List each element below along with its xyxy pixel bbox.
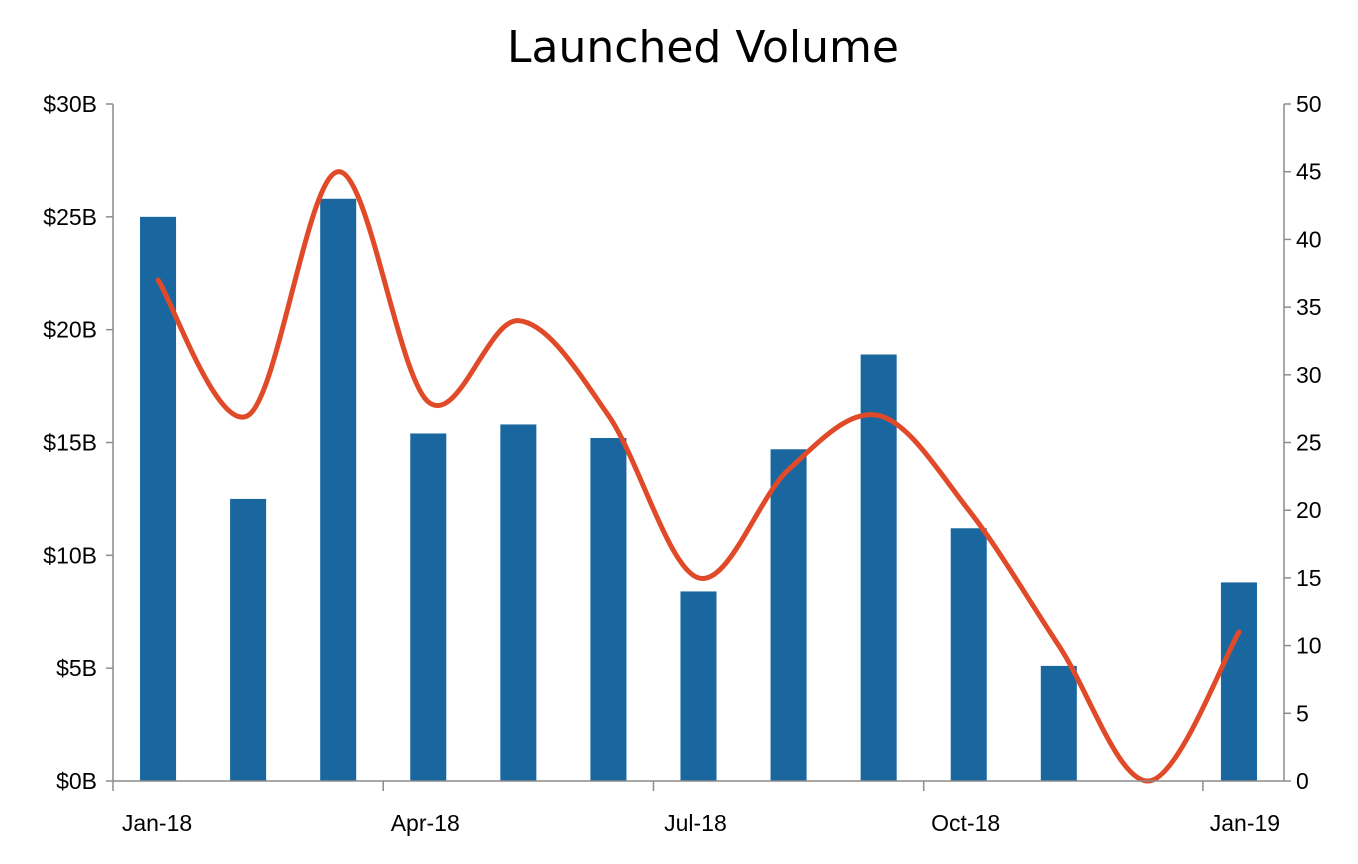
- right-tick-label: 5: [1296, 700, 1309, 726]
- left-tick-label: $5B: [56, 655, 97, 681]
- bar-2018-08: [770, 449, 807, 781]
- bar-2018-06: [590, 437, 627, 781]
- bar-2018-03: [320, 198, 357, 781]
- bar-2018-07: [680, 591, 717, 781]
- x-tick-label: Jul-18: [664, 810, 727, 836]
- left-tick-label: $0B: [56, 768, 97, 794]
- left-tick-label: $30B: [43, 91, 97, 117]
- right-tick-label: 10: [1296, 633, 1322, 659]
- x-tick-label: Jan-19: [1210, 810, 1280, 836]
- left-tick-label: $25B: [43, 204, 97, 230]
- x-axis-ticks: Jan-18 Apr-18 Jul-18 Oct-18 Jan-19: [112, 781, 1280, 836]
- x-tick-label: Jan-18: [122, 810, 192, 836]
- bar-2018-09: [860, 354, 897, 781]
- left-tick-label: $15B: [43, 430, 97, 456]
- chart-title: Launched Volume: [507, 22, 899, 73]
- left-tick-label: $10B: [43, 542, 97, 568]
- bar-2018-02: [230, 498, 267, 781]
- right-tick-label: 50: [1296, 91, 1322, 117]
- right-tick-label: 20: [1296, 497, 1322, 523]
- left-tick-label: $20B: [43, 317, 97, 343]
- bar-2018-11: [1040, 665, 1077, 781]
- right-tick-label: 15: [1296, 565, 1322, 591]
- bar-2018-04: [410, 433, 447, 781]
- right-tick-label: 25: [1296, 430, 1322, 456]
- right-tick-label: 30: [1296, 362, 1322, 388]
- right-tick-label: 40: [1296, 226, 1322, 252]
- bar-2018-10: [950, 528, 987, 781]
- line-series: [155, 169, 1242, 784]
- left-axis-ticks: $0B $5B $10B $15B $20B $25B $30B: [43, 91, 113, 794]
- right-tick-label: 45: [1296, 159, 1322, 185]
- right-tick-label: 0: [1296, 768, 1309, 794]
- x-tick-label: Oct-18: [931, 810, 1000, 836]
- bar-2018-05: [500, 424, 537, 781]
- right-tick-label: 35: [1296, 294, 1322, 320]
- bar-2019-01: [1220, 582, 1257, 781]
- bar-2018-01: [140, 216, 177, 782]
- bar-series: [140, 198, 1257, 782]
- x-tick-label: Apr-18: [391, 810, 460, 836]
- right-axis-ticks: 0 5 10 15 20 25 30 35 40 45 50: [1284, 91, 1322, 794]
- line-path: [155, 169, 1242, 784]
